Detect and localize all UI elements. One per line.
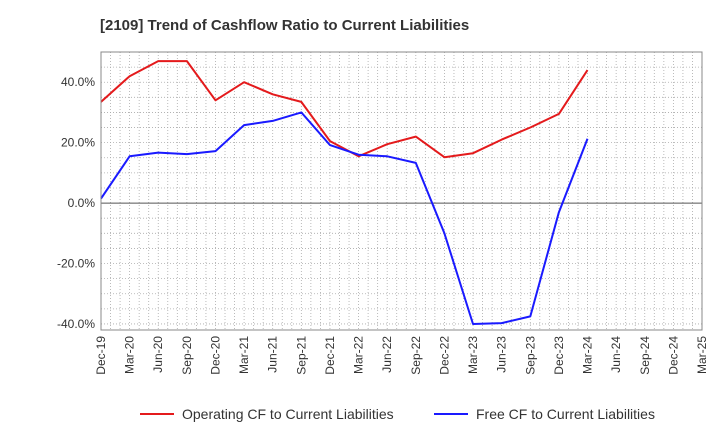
x-tick-label: Mar-25 bbox=[695, 336, 709, 374]
y-axis-tick-labels: -40.0% -20.0% 0.0% 20.0% 40.0% bbox=[57, 75, 95, 331]
x-tick-label: Dec-19 bbox=[94, 336, 108, 375]
x-tick-label: Mar-24 bbox=[581, 336, 595, 374]
x-tick-label: Mar-21 bbox=[237, 336, 251, 374]
x-tick-label: Sep-21 bbox=[294, 336, 308, 375]
legend: Operating CF to Current Liabilities Free … bbox=[140, 406, 655, 422]
x-tick-label: Jun-20 bbox=[151, 336, 165, 373]
legend-label-2: Free CF to Current Liabilities bbox=[476, 406, 655, 422]
y-tick-label: 40.0% bbox=[61, 75, 95, 89]
grid-layer bbox=[101, 52, 702, 330]
y-tick-label: -40.0% bbox=[57, 317, 95, 331]
x-tick-label: Dec-23 bbox=[552, 336, 566, 375]
x-tick-label: Dec-22 bbox=[437, 336, 451, 375]
chart-title: [2109] Trend of Cashflow Ratio to Curren… bbox=[100, 17, 469, 34]
x-tick-label: Dec-20 bbox=[208, 336, 222, 375]
x-tick-label: Mar-20 bbox=[123, 336, 137, 374]
x-axis-tick-labels: Dec-19 Mar-20 Jun-20 Sep-20 Dec-20 Mar-21 Jun-… bbox=[94, 336, 709, 375]
x-tick-label: Sep-23 bbox=[523, 336, 537, 375]
series-line-2 bbox=[100, 111, 589, 325]
x-tick-label: Sep-22 bbox=[409, 336, 423, 375]
series-layer bbox=[100, 60, 589, 325]
x-tick-label: Jun-21 bbox=[266, 336, 280, 373]
series-line-1 bbox=[100, 60, 589, 159]
plot-area-frame bbox=[100, 51, 703, 331]
x-tick-label: Dec-24 bbox=[666, 336, 680, 375]
x-tick-label: Jun-23 bbox=[495, 336, 509, 373]
x-tick-label: Sep-24 bbox=[638, 336, 652, 375]
x-tick-label: Mar-22 bbox=[352, 336, 366, 374]
x-tick-label: Jun-24 bbox=[609, 336, 623, 373]
y-tick-label: -20.0% bbox=[57, 257, 95, 271]
x-tick-label: Sep-20 bbox=[180, 336, 194, 375]
legend-label-1: Operating CF to Current Liabilities bbox=[182, 406, 394, 422]
x-tick-label: Mar-23 bbox=[466, 336, 480, 374]
y-tick-label: 0.0% bbox=[68, 196, 96, 210]
y-tick-label: 20.0% bbox=[61, 136, 95, 150]
x-tick-label: Jun-22 bbox=[380, 336, 394, 373]
x-tick-label: Dec-21 bbox=[323, 336, 337, 375]
